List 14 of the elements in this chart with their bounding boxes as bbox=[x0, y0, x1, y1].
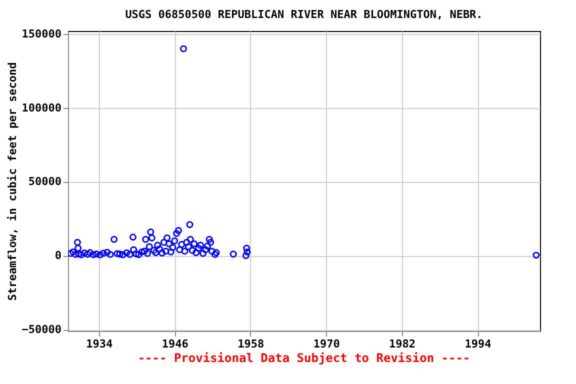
x-tick-label: 1946 bbox=[162, 338, 189, 350]
x-tick-label: 1958 bbox=[238, 338, 264, 350]
y-tick-label: −50000 bbox=[22, 323, 62, 336]
y-axis-title: Streamflow, in cubic feet per second bbox=[6, 62, 19, 301]
x-tick-label: 1982 bbox=[389, 338, 416, 350]
chart-title: USGS 06850500 REPUBLICAN RIVER NEAR BLOOMINGTON, NEBR. bbox=[125, 8, 483, 21]
y-tick-label: 150000 bbox=[22, 27, 62, 40]
x-tick-label: 1970 bbox=[313, 338, 340, 350]
x-tick-label: 1934 bbox=[86, 338, 114, 350]
x-tick-label: 1994 bbox=[464, 338, 492, 350]
y-tick-label: 100000 bbox=[22, 101, 62, 114]
y-tick-label: 0 bbox=[54, 249, 62, 262]
text: ---- Provisional Data Subject to Revision ---- bbox=[138, 351, 470, 365]
y-tick-label: 50000 bbox=[28, 175, 62, 188]
